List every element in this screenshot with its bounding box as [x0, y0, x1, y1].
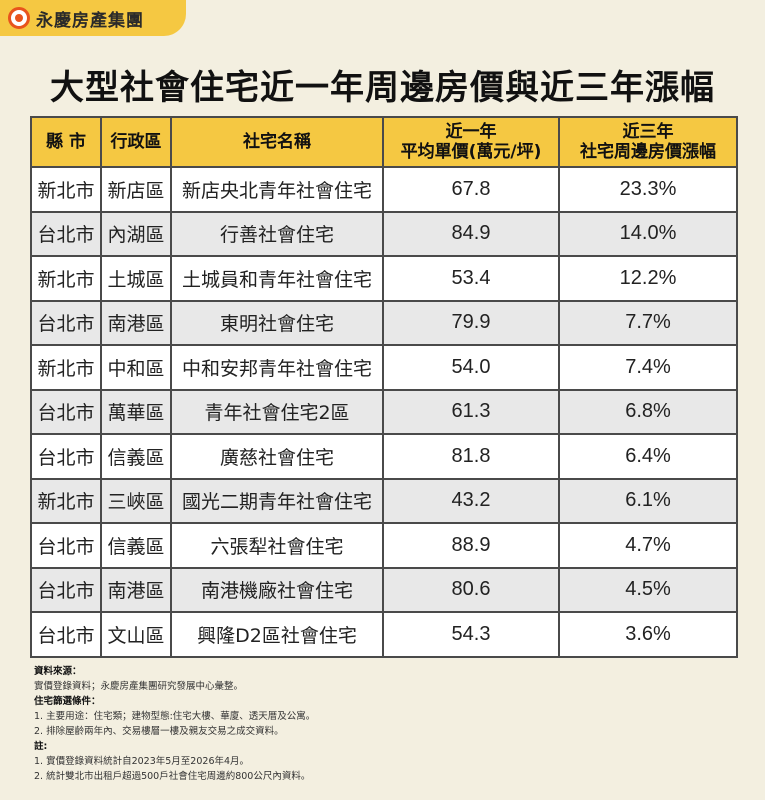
- cell-city: 新北市: [30, 344, 102, 391]
- source-heading: 資料來源：: [34, 666, 82, 677]
- cell-price: 67.8: [382, 166, 560, 213]
- header-price-line2: 平均單價(萬元/坪): [400, 142, 542, 162]
- cell-price: 53.4: [382, 255, 560, 302]
- cell-growth: 4.7%: [558, 522, 738, 569]
- cell-name: 東明社會住宅: [170, 299, 384, 346]
- criteria-heading: 住宅篩選條件：: [34, 696, 101, 707]
- cell-name: 青年社會住宅2區: [170, 388, 384, 435]
- table-row: 台北市 萬華區 青年社會住宅2區 61.3 6.8%: [30, 388, 738, 435]
- cell-growth: 4.5%: [558, 566, 738, 613]
- cell-district: 南港區: [100, 299, 172, 346]
- header-name: 社宅名稱: [170, 116, 384, 168]
- data-table-container: 縣 市 行政區 社宅名稱 近一年 平均單價(萬元/坪) 近三年 社宅周邊房價漲幅…: [30, 116, 738, 658]
- footnotes: 資料來源： 實價登錄資料；永慶房產集團研究發展中心彙整。 住宅篩選條件： 1. …: [34, 664, 734, 784]
- cell-price: 88.9: [382, 522, 560, 569]
- table-row: 新北市 三峽區 國光二期青年社會住宅 43.2 6.1%: [30, 477, 738, 524]
- cell-city: 台北市: [30, 210, 102, 257]
- cell-district: 中和區: [100, 344, 172, 391]
- cell-price: 61.3: [382, 388, 560, 435]
- header-district: 行政區: [100, 116, 172, 168]
- cell-city: 台北市: [30, 566, 102, 613]
- cell-price: 43.2: [382, 477, 560, 524]
- cell-district: 文山區: [100, 611, 172, 658]
- table-row: 台北市 信義區 六張犁社會住宅 88.9 4.7%: [30, 522, 738, 569]
- cell-growth: 3.6%: [558, 611, 738, 658]
- cell-growth: 7.4%: [558, 344, 738, 391]
- cell-city: 新北市: [30, 166, 102, 213]
- cell-district: 土城區: [100, 255, 172, 302]
- brand-mark-icon: [8, 7, 30, 29]
- cell-price: 81.8: [382, 433, 560, 480]
- cell-city: 台北市: [30, 433, 102, 480]
- cell-district: 內湖區: [100, 210, 172, 257]
- cell-city: 台北市: [30, 299, 102, 346]
- cell-name: 六張犁社會住宅: [170, 522, 384, 569]
- table-row: 台北市 內湖區 行善社會住宅 84.9 14.0%: [30, 210, 738, 257]
- cell-name: 國光二期青年社會住宅: [170, 477, 384, 524]
- cell-growth: 6.1%: [558, 477, 738, 524]
- criteria-item: 2. 排除屋齡兩年內、交易樓層一樓及親友交易之成交資料。: [34, 726, 284, 737]
- header-city: 縣 市: [30, 116, 102, 168]
- header-growth-line1: 近三年: [622, 122, 674, 142]
- cell-district: 信義區: [100, 522, 172, 569]
- cell-price: 84.9: [382, 210, 560, 257]
- cell-growth: 7.7%: [558, 299, 738, 346]
- criteria-item: 1. 主要用途：住宅類；建物型態:住宅大樓、華廈、透天厝及公寓。: [34, 711, 316, 722]
- header-growth: 近三年 社宅周邊房價漲幅: [558, 116, 738, 168]
- social-housing-table: 縣 市 行政區 社宅名稱 近一年 平均單價(萬元/坪) 近三年 社宅周邊房價漲幅…: [30, 116, 738, 658]
- header-growth-line2: 社宅周邊房價漲幅: [580, 142, 716, 162]
- cell-district: 信義區: [100, 433, 172, 480]
- cell-name: 廣慈社會住宅: [170, 433, 384, 480]
- note-item: 2. 統計雙北市出租戶超過500戶社會住宅周邊約800公尺內資料。: [34, 771, 311, 782]
- cell-district: 南港區: [100, 566, 172, 613]
- cell-city: 台北市: [30, 388, 102, 435]
- cell-city: 新北市: [30, 255, 102, 302]
- table-row: 新北市 新店區 新店央北青年社會住宅 67.8 23.3%: [30, 166, 738, 213]
- brand-name: 永慶房產集團: [36, 10, 144, 31]
- cell-price: 54.0: [382, 344, 560, 391]
- cell-price: 80.6: [382, 566, 560, 613]
- table-row: 台北市 南港區 東明社會住宅 79.9 7.7%: [30, 299, 738, 346]
- table-row: 新北市 中和區 中和安邦青年社會住宅 54.0 7.4%: [30, 344, 738, 391]
- cell-name: 行善社會住宅: [170, 210, 384, 257]
- header-price-line1: 近一年: [445, 122, 497, 142]
- cell-city: 台北市: [30, 522, 102, 569]
- table-row: 台北市 信義區 廣慈社會住宅 81.8 6.4%: [30, 433, 738, 480]
- cell-name: 興隆D2區社會住宅: [170, 611, 384, 658]
- cell-district: 萬華區: [100, 388, 172, 435]
- cell-price: 54.3: [382, 611, 560, 658]
- cell-price: 79.9: [382, 299, 560, 346]
- cell-district: 新店區: [100, 166, 172, 213]
- header-price: 近一年 平均單價(萬元/坪): [382, 116, 560, 168]
- cell-growth: 23.3%: [558, 166, 738, 213]
- cell-growth: 6.4%: [558, 433, 738, 480]
- cell-name: 土城員和青年社會住宅: [170, 255, 384, 302]
- table-row: 台北市 文山區 興隆D2區社會住宅 54.3 3.6%: [30, 611, 738, 658]
- cell-growth: 6.8%: [558, 388, 738, 435]
- brand-logo: 永慶房產集團: [0, 0, 186, 36]
- cell-name: 新店央北青年社會住宅: [170, 166, 384, 213]
- cell-name: 南港機廠社會住宅: [170, 566, 384, 613]
- cell-growth: 12.2%: [558, 255, 738, 302]
- cell-city: 新北市: [30, 477, 102, 524]
- cell-growth: 14.0%: [558, 210, 738, 257]
- note-item: 1. 實價登錄資料統計自2023年5月至2026年4月。: [34, 756, 250, 767]
- cell-name: 中和安邦青年社會住宅: [170, 344, 384, 391]
- note-heading: 註:: [34, 741, 48, 752]
- source-text: 實價登錄資料；永慶房產集團研究發展中心彙整。: [34, 681, 244, 692]
- table-row: 台北市 南港區 南港機廠社會住宅 80.6 4.5%: [30, 566, 738, 613]
- cell-city: 台北市: [30, 611, 102, 658]
- cell-district: 三峽區: [100, 477, 172, 524]
- table-header-row: 縣 市 行政區 社宅名稱 近一年 平均單價(萬元/坪) 近三年 社宅周邊房價漲幅: [30, 116, 738, 168]
- table-row: 新北市 土城區 土城員和青年社會住宅 53.4 12.2%: [30, 255, 738, 302]
- page-title: 大型社會住宅近一年周邊房價與近三年漲幅: [50, 68, 715, 108]
